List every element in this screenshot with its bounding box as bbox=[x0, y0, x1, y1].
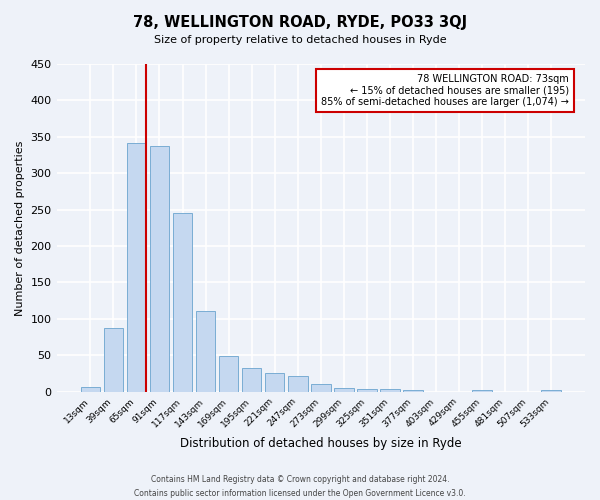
Bar bbox=[334, 388, 353, 392]
Bar bbox=[541, 390, 561, 392]
Bar bbox=[104, 328, 123, 392]
Bar bbox=[311, 384, 331, 392]
Bar bbox=[173, 212, 193, 392]
Bar bbox=[357, 389, 377, 392]
Text: 78 WELLINGTON ROAD: 73sqm
← 15% of detached houses are smaller (195)
85% of semi: 78 WELLINGTON ROAD: 73sqm ← 15% of detac… bbox=[321, 74, 569, 107]
Y-axis label: Number of detached properties: Number of detached properties bbox=[15, 140, 25, 316]
Text: 78, WELLINGTON ROAD, RYDE, PO33 3QJ: 78, WELLINGTON ROAD, RYDE, PO33 3QJ bbox=[133, 15, 467, 30]
Bar bbox=[265, 373, 284, 392]
Bar bbox=[472, 390, 492, 392]
Bar bbox=[80, 386, 100, 392]
Bar bbox=[196, 311, 215, 392]
Bar bbox=[127, 142, 146, 392]
Bar bbox=[149, 146, 169, 392]
X-axis label: Distribution of detached houses by size in Ryde: Distribution of detached houses by size … bbox=[180, 437, 461, 450]
Bar bbox=[242, 368, 262, 392]
Text: Size of property relative to detached houses in Ryde: Size of property relative to detached ho… bbox=[154, 35, 446, 45]
Bar bbox=[403, 390, 423, 392]
Bar bbox=[219, 356, 238, 392]
Bar bbox=[380, 389, 400, 392]
Bar bbox=[288, 376, 308, 392]
Text: Contains HM Land Registry data © Crown copyright and database right 2024.
Contai: Contains HM Land Registry data © Crown c… bbox=[134, 476, 466, 498]
